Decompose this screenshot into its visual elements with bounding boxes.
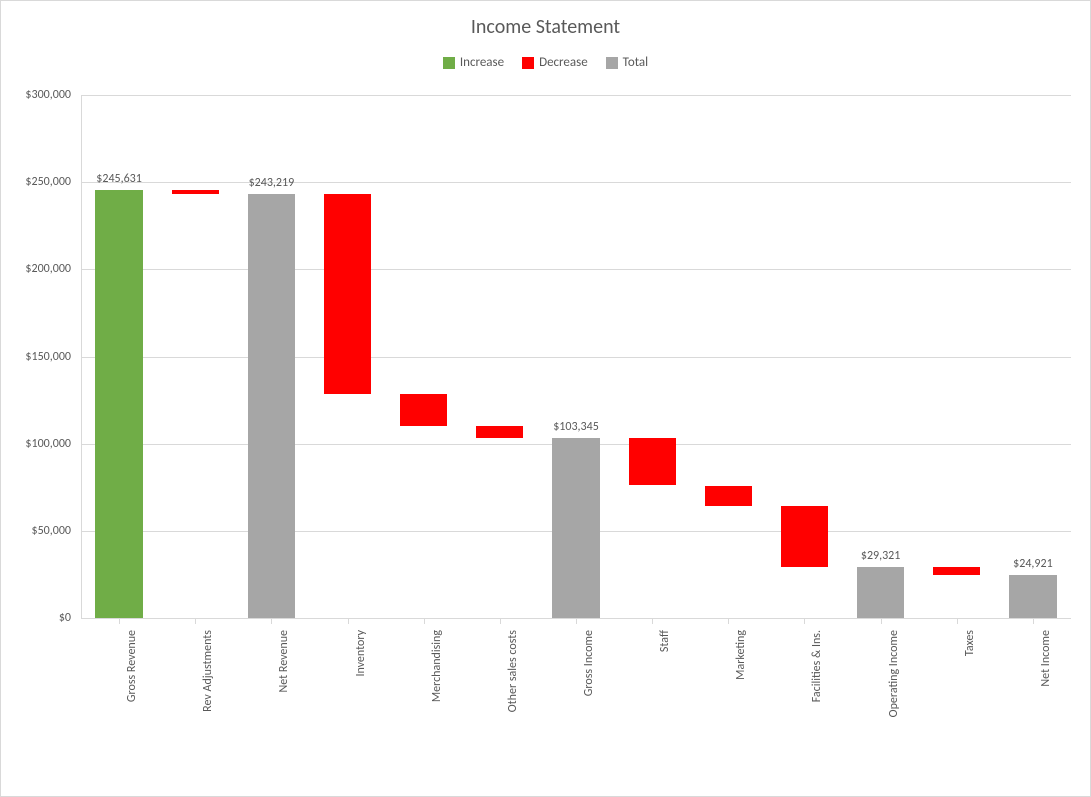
y-axis-line [81,95,82,618]
x-axis-category-label: Inventory [354,630,368,780]
waterfall-bar [857,567,904,618]
x-axis-tick [500,618,501,624]
waterfall-bar [933,567,980,575]
plot-area [81,95,1071,618]
x-axis-tick [728,618,729,624]
waterfall-bar [400,394,447,426]
y-axis-tick-label: $100,000 [1,437,71,451]
x-axis-tick [348,618,349,624]
gridline [81,95,1071,96]
bar-value-label: $29,321 [861,549,901,563]
y-axis-tick-label: $150,000 [1,350,71,364]
x-axis-tick [1033,618,1034,624]
x-axis-tick [576,618,577,624]
x-axis-category-label: Gross Income [582,630,596,780]
legend-item-total: Total [606,55,648,70]
waterfall-bar [476,426,523,438]
bar-value-label: $103,345 [553,420,599,434]
waterfall-bar [629,438,676,486]
bar-value-label: $24,921 [1013,557,1053,571]
y-axis-tick-label: $50,000 [1,524,71,538]
legend-item-increase: Increase [443,55,504,70]
gridline [81,269,1071,270]
bar-value-label: $243,219 [249,176,295,190]
x-axis-category-label: Net Revenue [277,630,291,780]
waterfall-bar [324,194,371,394]
waterfall-chart: Income Statement Increase Decrease Total… [0,0,1091,797]
x-axis-tick [119,618,120,624]
x-axis-tick [652,618,653,624]
legend-label-total: Total [623,55,648,70]
x-axis-category-label: Facilities & Ins. [810,630,824,780]
bar-value-label: $245,631 [96,172,142,186]
waterfall-bar [95,190,142,618]
x-axis-category-label: Merchandising [430,630,444,780]
legend-item-decrease: Decrease [522,55,588,70]
x-axis-tick [804,618,805,624]
waterfall-bar [1009,575,1056,618]
y-axis-tick-label: $300,000 [1,88,71,102]
x-axis-tick [424,618,425,624]
x-axis-tick [195,618,196,624]
chart-legend: Increase Decrease Total [1,55,1090,70]
x-axis-category-label: Staff [658,630,672,780]
y-axis-tick-label: $200,000 [1,262,71,276]
waterfall-bar [248,194,295,618]
y-axis-tick-label: $0 [1,611,71,625]
legend-swatch-increase [443,57,455,69]
legend-swatch-total [606,57,618,69]
y-axis-tick-label: $250,000 [1,175,71,189]
x-axis-tick [881,618,882,624]
x-axis-category-label: Net Income [1039,630,1053,780]
waterfall-bar [781,506,828,567]
legend-swatch-decrease [522,57,534,69]
legend-label-decrease: Decrease [539,55,588,70]
legend-label-increase: Increase [460,55,504,70]
x-axis-category-label: Rev Adjustments [201,630,215,780]
waterfall-bar [705,486,752,506]
x-axis-tick [271,618,272,624]
x-axis-category-label: Marketing [734,630,748,780]
x-axis-tick [957,618,958,624]
gridline [81,182,1071,183]
gridline [81,357,1071,358]
chart-title: Income Statement [1,15,1090,39]
waterfall-bar [172,190,219,194]
x-axis-category-label: Other sales costs [506,630,520,780]
x-axis-category-label: Gross Revenue [125,630,139,780]
x-axis-category-label: Taxes [963,630,977,780]
x-axis-category-label: Operating Income [887,630,901,780]
waterfall-bar [552,438,599,618]
